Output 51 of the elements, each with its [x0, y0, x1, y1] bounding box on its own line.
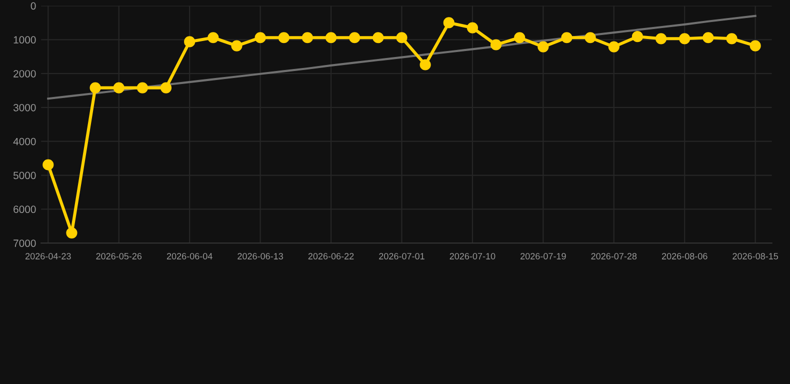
- point: [302, 32, 314, 44]
- x-tick-label: 2026-06-22: [308, 253, 354, 260]
- x-tick-label: 2026-04-23: [26, 253, 71, 260]
- point: [443, 17, 454, 28]
- x-tick-label: 2026-07-01: [379, 253, 424, 260]
- point: [726, 33, 738, 44]
- y-tick-label: 3000: [13, 104, 36, 112]
- point: [42, 159, 54, 170]
- point: [231, 40, 242, 52]
- x-tick-label: 2026-07-19: [520, 253, 566, 260]
- x-tick-label: 2026-06-04: [166, 253, 212, 260]
- y-tick-label: 7000: [14, 240, 36, 247]
- point: [632, 31, 644, 42]
- point: [349, 32, 360, 44]
- point: [90, 82, 101, 94]
- y-tick-label: 5000: [13, 172, 36, 180]
- point: [136, 82, 148, 94]
- x-tick-label: 2026-08-15: [732, 253, 778, 260]
- point: [514, 32, 526, 44]
- x-tick-label: 2026-07-28: [591, 253, 637, 260]
- y-tick-label: 0: [30, 2, 36, 10]
- point: [278, 32, 290, 44]
- point: [160, 82, 172, 94]
- x-tick-label: 2026-06-13: [238, 253, 283, 260]
- point: [208, 32, 219, 44]
- point: [254, 32, 266, 44]
- point: [66, 227, 78, 238]
- point: [325, 32, 337, 44]
- point: [561, 32, 572, 44]
- point: [538, 41, 549, 52]
- y-tick-label: 2000: [14, 70, 36, 78]
- x-tick-label: 2026-08-06: [662, 253, 708, 260]
- point: [372, 32, 384, 44]
- point: [679, 33, 690, 44]
- point: [396, 32, 408, 44]
- point: [113, 82, 124, 94]
- point: [184, 36, 196, 48]
- y-tick-label: 6000: [14, 206, 36, 214]
- y-tick-label: 1000: [14, 36, 36, 44]
- x-tick-label: 2026-05-26: [96, 253, 142, 260]
- point: [608, 41, 620, 52]
- point: [490, 39, 502, 50]
- line-series: [47, 14, 756, 100]
- point: [655, 33, 667, 44]
- point: [750, 40, 761, 52]
- point: [584, 32, 596, 44]
- point: [702, 32, 714, 44]
- point: [466, 22, 478, 34]
- y-tick-label: 4000: [13, 138, 36, 146]
- point: [420, 59, 431, 70]
- x-tick-label: 2026-07-10: [450, 253, 496, 260]
